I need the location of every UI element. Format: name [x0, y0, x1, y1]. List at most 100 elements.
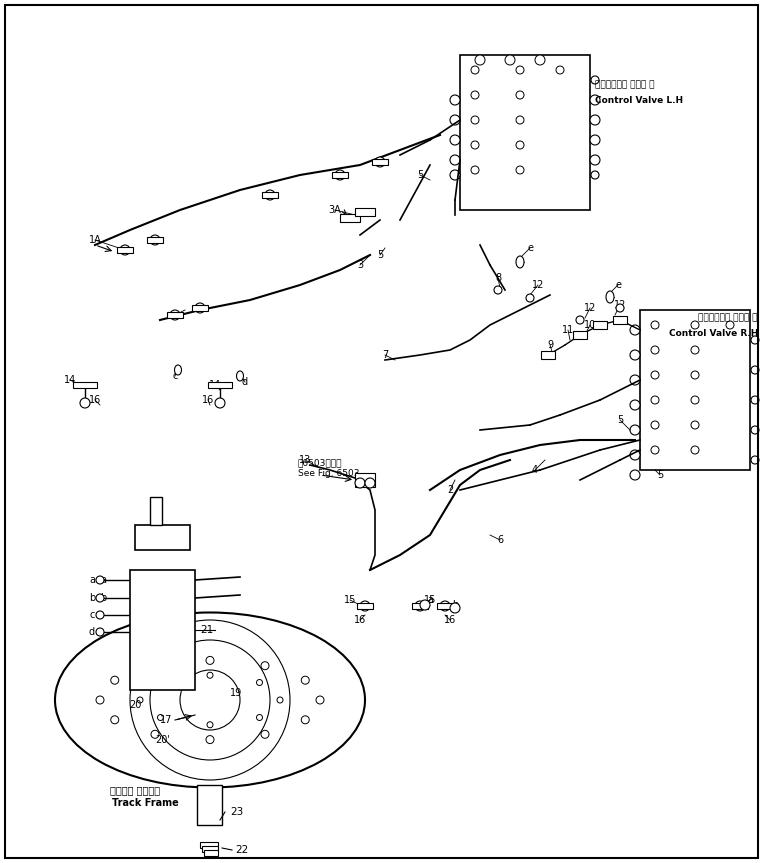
- Circle shape: [120, 245, 130, 255]
- Circle shape: [375, 157, 385, 167]
- Circle shape: [151, 662, 159, 670]
- Bar: [541, 351, 555, 359]
- Circle shape: [590, 135, 600, 145]
- Circle shape: [440, 601, 450, 611]
- Circle shape: [206, 657, 214, 665]
- Circle shape: [630, 450, 640, 460]
- Circle shape: [630, 470, 640, 480]
- Bar: [613, 316, 627, 324]
- Circle shape: [111, 677, 119, 684]
- Circle shape: [590, 115, 600, 125]
- Circle shape: [151, 730, 159, 738]
- Bar: [208, 382, 232, 388]
- Text: a: a: [427, 595, 433, 605]
- Circle shape: [80, 398, 90, 408]
- Circle shape: [691, 446, 699, 454]
- Circle shape: [450, 170, 460, 180]
- Circle shape: [450, 115, 460, 125]
- Text: 19: 19: [230, 688, 242, 698]
- Text: c: c: [89, 610, 95, 620]
- Text: 13: 13: [299, 455, 311, 465]
- Text: 4: 4: [532, 465, 538, 475]
- Circle shape: [651, 446, 659, 454]
- Circle shape: [651, 346, 659, 354]
- Text: b: b: [452, 600, 458, 610]
- Circle shape: [471, 166, 479, 174]
- Circle shape: [630, 425, 640, 435]
- Bar: [372, 159, 388, 165]
- Text: e: e: [615, 280, 621, 290]
- Text: 14: 14: [64, 375, 76, 385]
- Circle shape: [215, 398, 225, 408]
- Circle shape: [96, 696, 104, 704]
- Text: 16: 16: [202, 395, 214, 405]
- Text: 17: 17: [160, 715, 172, 725]
- Text: 5: 5: [417, 170, 423, 180]
- Circle shape: [516, 91, 524, 99]
- Circle shape: [415, 601, 425, 611]
- Text: 2: 2: [447, 485, 453, 495]
- Circle shape: [751, 336, 759, 344]
- Circle shape: [516, 66, 524, 74]
- Circle shape: [691, 421, 699, 429]
- Text: d: d: [89, 627, 95, 637]
- Text: Control Valve L.H: Control Valve L.H: [595, 96, 683, 104]
- Text: 23: 23: [230, 807, 243, 817]
- Circle shape: [590, 155, 600, 165]
- Circle shape: [450, 603, 460, 613]
- Circle shape: [157, 679, 163, 685]
- Circle shape: [207, 721, 213, 728]
- Circle shape: [111, 715, 119, 724]
- Ellipse shape: [606, 291, 614, 303]
- Bar: [460, 55, 590, 210]
- Circle shape: [630, 350, 640, 360]
- Circle shape: [206, 735, 214, 744]
- Text: 16: 16: [89, 395, 101, 405]
- Circle shape: [616, 304, 624, 312]
- Bar: [355, 208, 375, 216]
- Circle shape: [556, 66, 564, 74]
- Circle shape: [591, 171, 599, 179]
- Text: 8: 8: [495, 273, 501, 283]
- Text: 18: 18: [150, 655, 162, 665]
- Text: c: c: [172, 371, 178, 381]
- Circle shape: [301, 677, 309, 684]
- Text: 3: 3: [357, 260, 363, 270]
- Text: e: e: [527, 243, 533, 253]
- Circle shape: [471, 141, 479, 149]
- Circle shape: [450, 95, 460, 105]
- Circle shape: [726, 321, 734, 329]
- Bar: [150, 497, 162, 525]
- Circle shape: [96, 576, 104, 584]
- Circle shape: [96, 594, 104, 602]
- Circle shape: [516, 166, 524, 174]
- Circle shape: [651, 396, 659, 404]
- Text: 5: 5: [617, 415, 623, 425]
- Text: Track Frame: Track Frame: [112, 798, 179, 808]
- Text: 20: 20: [130, 700, 142, 710]
- Bar: [262, 192, 278, 198]
- Ellipse shape: [516, 256, 524, 268]
- Text: a: a: [100, 575, 106, 585]
- Circle shape: [261, 662, 269, 670]
- Circle shape: [630, 325, 640, 335]
- Circle shape: [450, 155, 460, 165]
- Circle shape: [691, 346, 699, 354]
- Text: 5: 5: [657, 470, 663, 480]
- Bar: [573, 331, 587, 339]
- Text: 12: 12: [532, 280, 544, 290]
- Circle shape: [751, 396, 759, 404]
- Bar: [357, 603, 373, 609]
- Bar: [593, 321, 607, 329]
- Text: 10: 10: [584, 320, 596, 330]
- Text: 20': 20': [155, 735, 170, 745]
- Circle shape: [590, 95, 600, 105]
- Circle shape: [96, 628, 104, 636]
- Bar: [167, 312, 183, 318]
- Text: 9: 9: [547, 340, 553, 350]
- Text: コントロール バルブ 左: コントロール バルブ 左: [595, 80, 655, 90]
- Circle shape: [751, 426, 759, 434]
- Bar: [200, 842, 218, 848]
- Circle shape: [651, 371, 659, 379]
- Circle shape: [471, 91, 479, 99]
